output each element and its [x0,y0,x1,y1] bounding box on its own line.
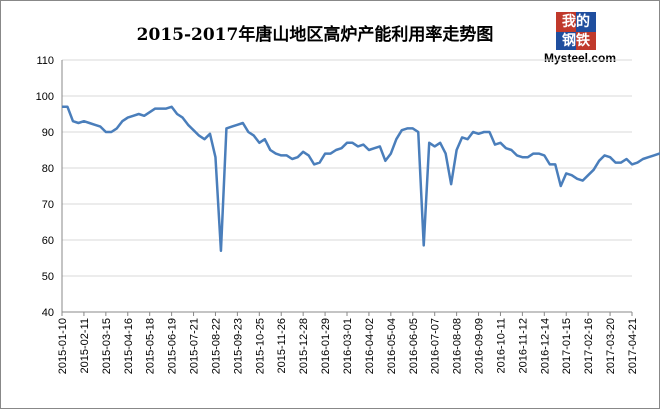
x-tick-label: 2015-04-16 [123,318,135,374]
x-tick-label: 2015-08-22 [210,318,222,374]
logo-site: Mysteel.com [544,51,616,65]
logo-box [576,32,596,50]
x-tick-label: 2015-09-23 [232,318,244,374]
x-tick-label: 2015-01-10 [57,318,69,374]
y-tick-label: 40 [42,307,54,319]
x-tick-label: 2015-06-19 [167,318,179,374]
x-tick-label: 2015-05-18 [145,318,157,374]
x-tick-label: 2016-07-07 [430,318,442,374]
x-tick-label: 2016-10-11 [495,318,507,373]
x-tick-label: 2016-08-08 [452,318,464,374]
x-tick-label: 2016-12-14 [539,318,551,374]
x-tick-label: 2017-02-16 [583,318,595,374]
x-tick-label: 2015-03-15 [101,318,113,374]
y-tick-label: 110 [36,55,54,67]
x-tick-label: 2015-10-25 [254,318,266,374]
x-tick-label: 2016-04-02 [364,318,376,374]
x-tick-label: 2016-01-29 [320,318,332,374]
x-tick-label: 2016-05-04 [386,318,398,374]
y-tick-label: 100 [36,91,54,103]
y-tick-label: 60 [42,235,54,247]
y-tick-label: 90 [42,127,54,139]
logo-box [576,12,596,32]
y-tick-label: 70 [42,199,54,211]
logo-text: 我的 [562,13,590,29]
x-tick-label: 2015-12-28 [298,318,310,374]
x-tick-label: 2017-03-20 [605,318,617,374]
x-tick-label: 2015-07-21 [189,318,201,374]
x-tick-label: 2016-09-09 [474,318,486,374]
x-tick-label: 2016-06-05 [408,318,420,374]
x-tick-label: 2015-02-11 [79,318,91,373]
line-series [62,105,660,253]
x-tick-label: 2015-11-26 [276,318,288,373]
x-tick-label: 2017-04-21 [627,318,639,374]
y-tick-label: 80 [42,163,54,175]
x-tick-label: 2016-11-12 [517,318,529,373]
x-tick-label: 2016-03-01 [342,318,354,374]
y-tick-label: 50 [42,271,54,283]
logo-box [556,12,576,32]
logo-text: 钢铁 [562,32,590,48]
x-tick-label: 2017-01-15 [561,318,573,374]
logo-box [556,32,576,50]
chart-title: 2015-2017年唐山地区高炉产能利用率走势图 [137,24,494,45]
